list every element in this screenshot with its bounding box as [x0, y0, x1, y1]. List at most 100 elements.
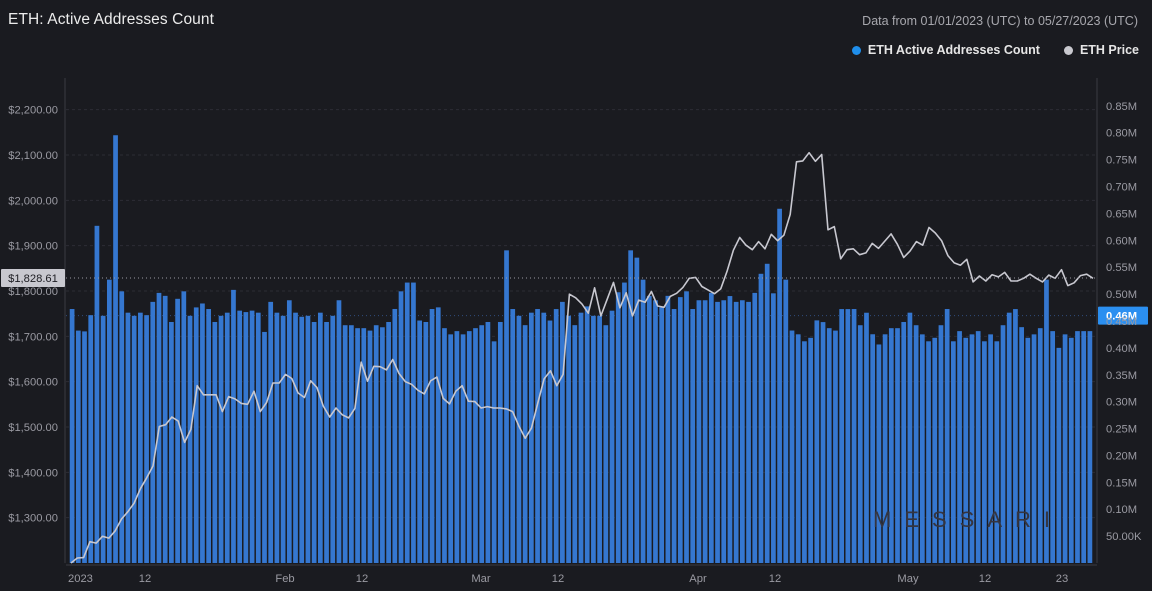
- bar: [1019, 327, 1024, 563]
- bar: [106, 279, 112, 563]
- bar: [75, 330, 81, 563]
- bar: [957, 331, 962, 563]
- bar: [820, 322, 826, 563]
- bar: [305, 315, 311, 563]
- bar: [144, 315, 149, 563]
- bar: [919, 334, 925, 563]
- bar: [746, 301, 751, 563]
- bar: [671, 309, 677, 563]
- bar: [684, 291, 689, 563]
- bar: [802, 341, 807, 563]
- bar: [789, 330, 795, 563]
- right-tick-label: 0.80M: [1106, 128, 1137, 140]
- bar: [969, 334, 975, 563]
- bar: [435, 307, 441, 563]
- bar: [1087, 331, 1093, 563]
- bar: [839, 309, 845, 563]
- bar: [634, 257, 640, 563]
- bar: [783, 279, 789, 563]
- x-tick-label: Apr: [689, 573, 707, 585]
- right-tick-label: 0.45M: [1106, 316, 1137, 328]
- bar: [342, 325, 348, 563]
- bar: [907, 312, 913, 563]
- bar: [473, 328, 478, 563]
- bar: [94, 225, 100, 563]
- bar: [268, 301, 274, 563]
- bar: [504, 250, 509, 563]
- bar: [1068, 337, 1074, 563]
- bar: [510, 309, 516, 563]
- bar: [615, 292, 621, 563]
- bar: [1013, 309, 1018, 563]
- right-tick-label: 0.65M: [1106, 208, 1137, 220]
- bar: [572, 325, 578, 563]
- bar: [739, 300, 745, 563]
- bar: [349, 325, 354, 563]
- bar: [249, 310, 255, 563]
- bar: [100, 315, 106, 563]
- bar: [1025, 337, 1031, 563]
- bar: [466, 331, 472, 563]
- bar: [1006, 312, 1012, 563]
- bar: [715, 301, 720, 563]
- bar: [702, 300, 708, 563]
- count-marker-label: 0.46M: [1106, 311, 1137, 323]
- legend-item-eth-price[interactable]: ETH Price: [1063, 43, 1139, 57]
- bar: [932, 337, 938, 563]
- bar: [547, 320, 553, 563]
- bar: [727, 296, 733, 563]
- bar: [733, 301, 739, 563]
- x-tick-label: Feb: [275, 573, 294, 585]
- bar: [1031, 334, 1037, 563]
- x-tick-label: 2023: [68, 573, 93, 585]
- bar: [218, 315, 224, 563]
- right-tick-label: 0.85M: [1106, 101, 1137, 113]
- bar: [317, 312, 323, 563]
- bar: [535, 309, 540, 563]
- bar: [404, 282, 410, 563]
- bar: [88, 315, 94, 563]
- bar: [398, 291, 404, 563]
- right-tick-label: 0.55M: [1106, 262, 1137, 274]
- bar: [1056, 347, 1062, 563]
- bar: [380, 327, 385, 563]
- bar: [119, 291, 125, 563]
- right-tick-label: 0.50M: [1106, 289, 1137, 301]
- bar: [516, 315, 522, 563]
- right-tick-label: 0.60M: [1106, 235, 1137, 247]
- bar: [708, 292, 714, 563]
- bar: [417, 320, 423, 563]
- bar: [262, 331, 267, 563]
- bar: [696, 300, 702, 563]
- bar: [808, 337, 813, 563]
- bar: [69, 309, 75, 563]
- legend-item-active-addresses[interactable]: ETH Active Addresses Count: [851, 43, 1040, 57]
- price-line: [70, 151, 1094, 564]
- bar: [355, 328, 360, 563]
- x-tick-label: 12: [356, 573, 368, 585]
- right-tick-label: 0.15M: [1106, 477, 1137, 489]
- right-tick-label: 0.10M: [1106, 504, 1137, 516]
- bar: [485, 321, 491, 563]
- bar: [677, 297, 683, 563]
- bar: [665, 295, 671, 563]
- bar: [386, 321, 391, 563]
- bar: [888, 328, 894, 563]
- left-tick-label: $1,900.00: [8, 241, 58, 253]
- bar: [988, 334, 993, 563]
- bar: [193, 307, 199, 563]
- bar: [944, 309, 950, 563]
- bar: [181, 291, 187, 563]
- bar: [541, 312, 547, 563]
- right-tick-label: 0.20M: [1106, 450, 1137, 462]
- price-marker-label: $1,828.61: [8, 273, 58, 285]
- legend-label: ETH Active Addresses Count: [867, 43, 1040, 57]
- right-tick-label: 0.25M: [1106, 424, 1137, 436]
- bar: [975, 331, 981, 563]
- bar: [609, 310, 615, 563]
- bar: [429, 309, 435, 563]
- bar: [299, 316, 305, 563]
- legend-dot-icon: [1063, 45, 1073, 55]
- bar: [255, 312, 261, 563]
